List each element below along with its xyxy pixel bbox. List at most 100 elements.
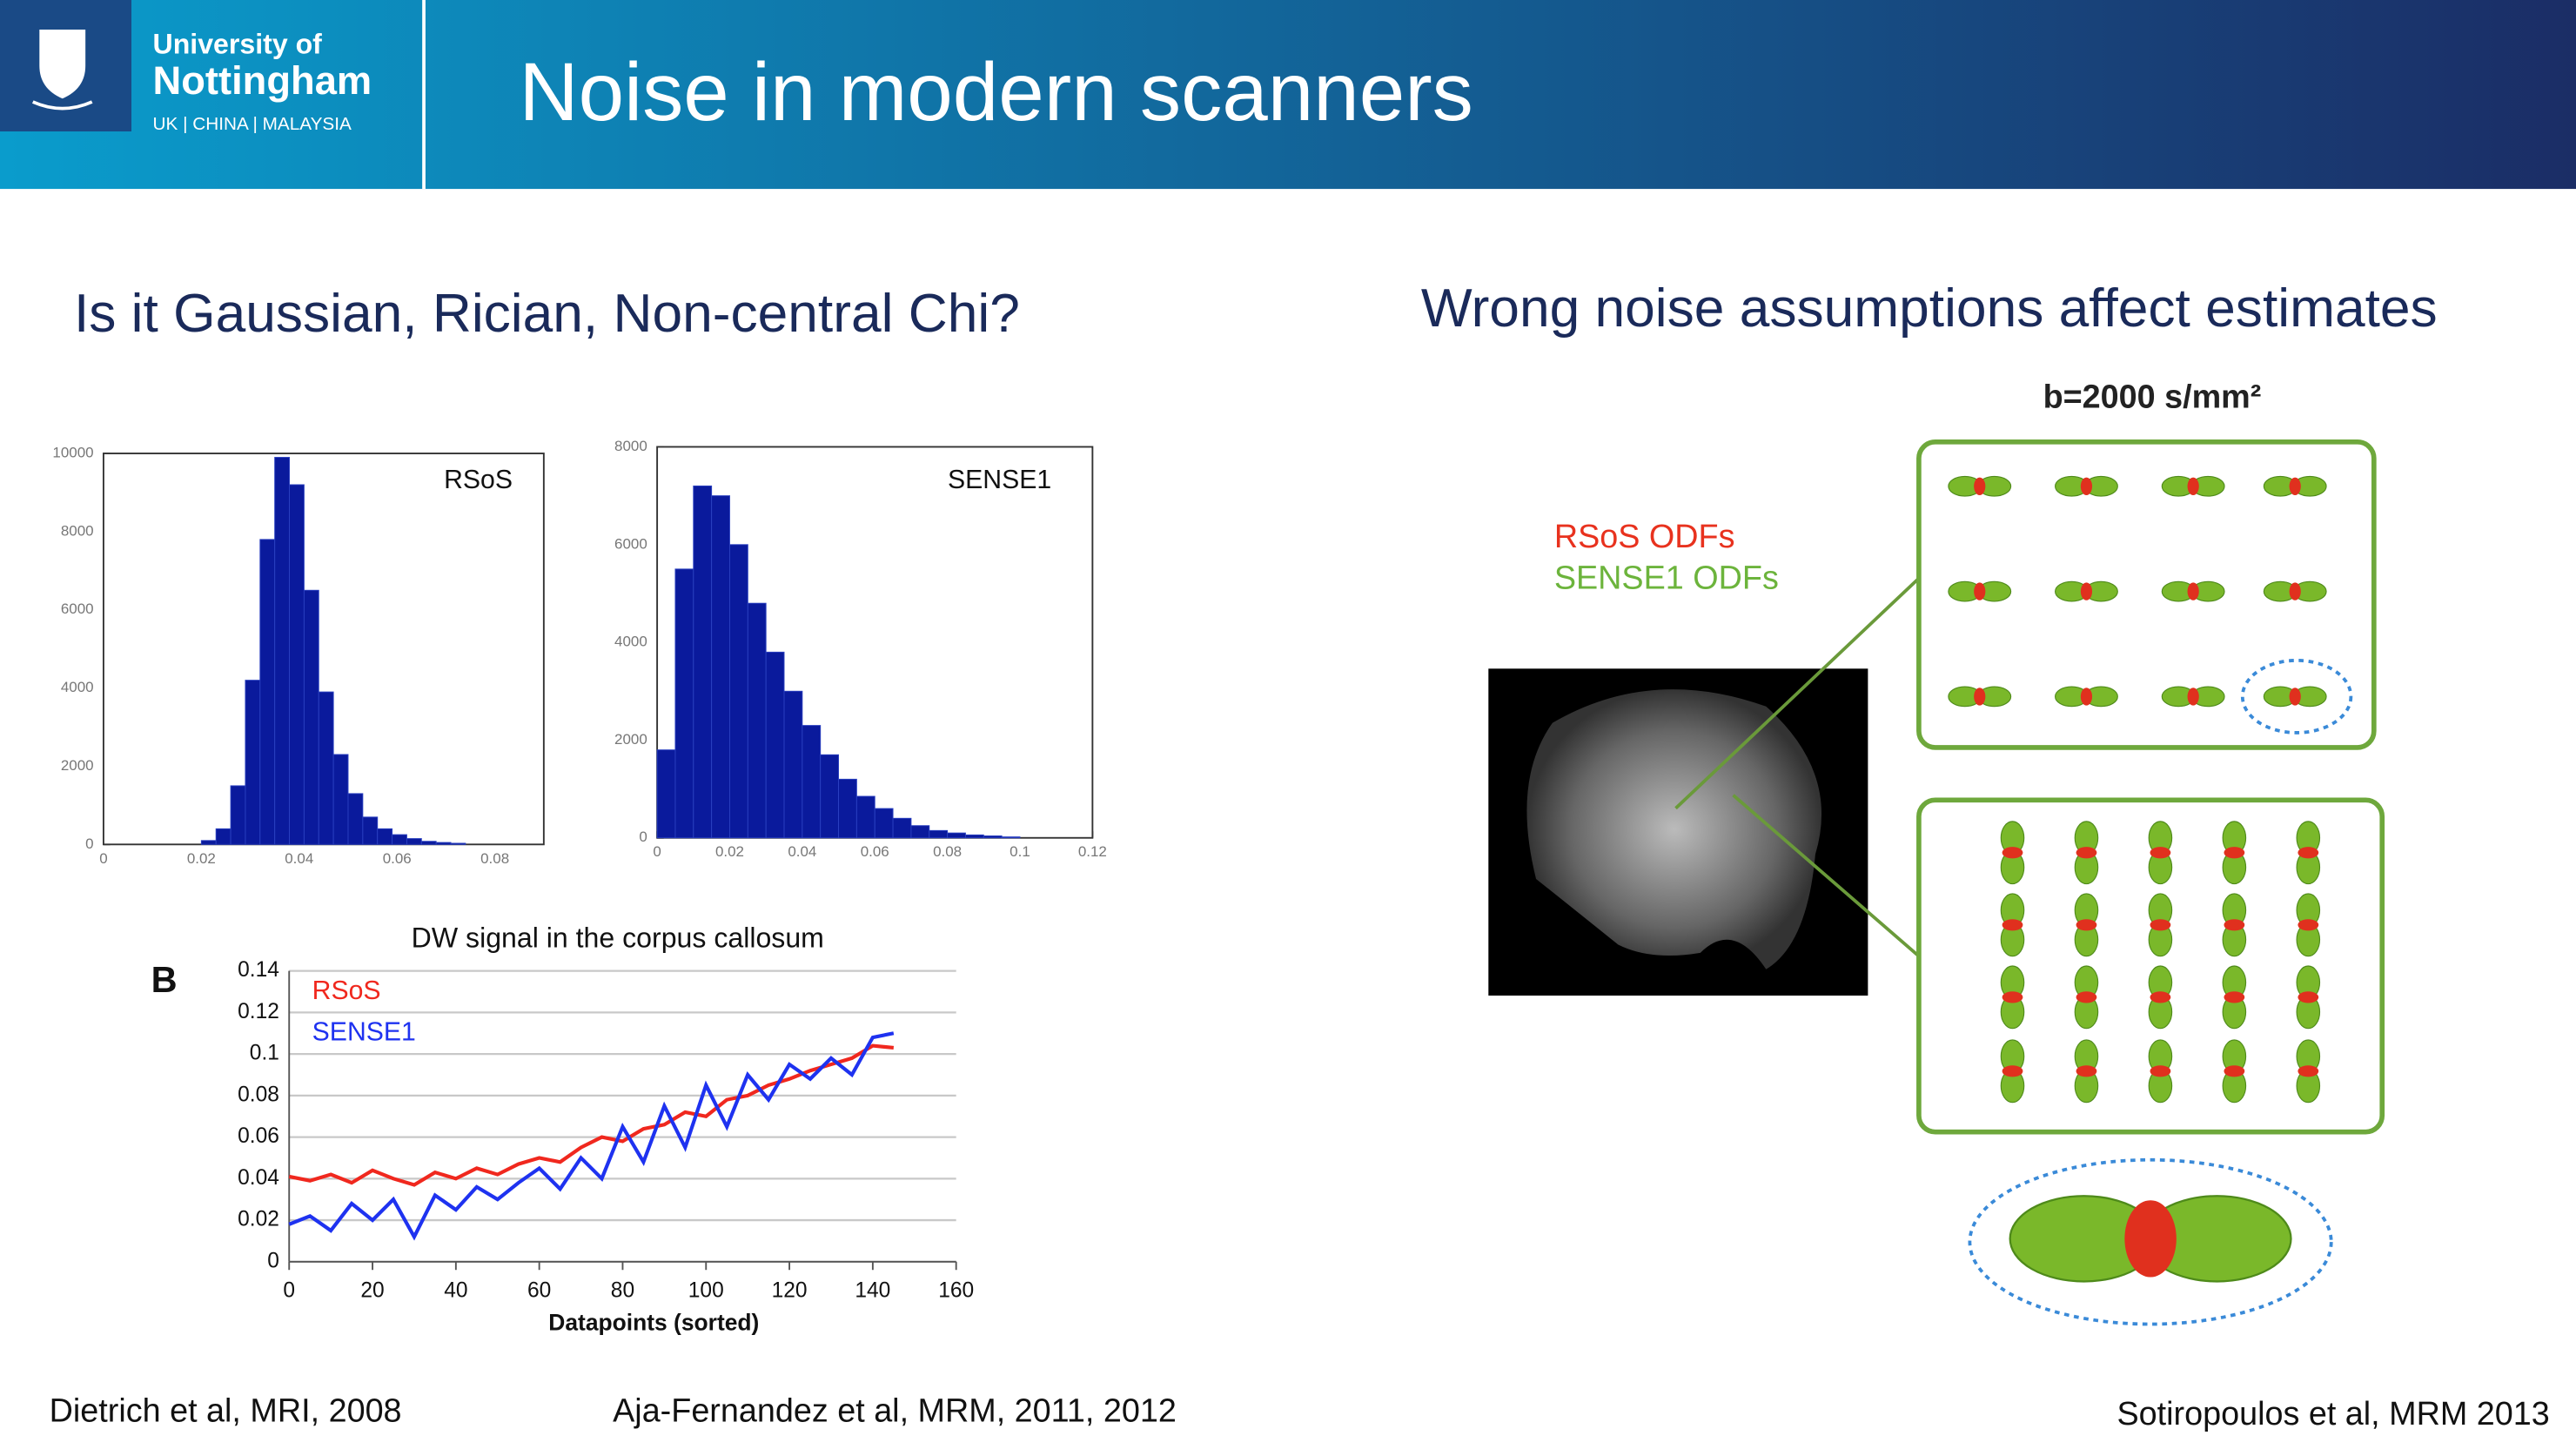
histogram-bar <box>910 825 930 839</box>
odf-core <box>2124 1200 2177 1278</box>
x-tick-label: 0 <box>653 843 661 860</box>
x-tick-label: 0.04 <box>788 843 816 860</box>
odf-core <box>2289 582 2301 600</box>
y-tick-label: 4000 <box>61 679 94 695</box>
odf-box <box>1916 439 2377 750</box>
odf-core <box>1974 688 1986 706</box>
b-value: b=2000 s/mm² <box>2043 379 2262 415</box>
line-series <box>288 1043 895 1187</box>
odf-core <box>2298 1065 2319 1077</box>
x-axis-label: Datapoints (sorted) <box>548 1310 759 1336</box>
zoom-ellipse <box>1968 1157 2333 1326</box>
odf-box <box>1916 797 2385 1135</box>
right-heading: Wrong noise assumptions affect estimates <box>1421 278 2438 339</box>
odf-core <box>1974 582 1986 600</box>
x-tick-label: 0.1 <box>1010 843 1030 860</box>
odf-core <box>2224 847 2245 859</box>
odf-core <box>2076 919 2097 931</box>
histogram-bar <box>332 754 349 845</box>
odf-core <box>2224 1065 2245 1077</box>
odf-core <box>2298 991 2319 1003</box>
histogram-bar <box>892 817 912 839</box>
odf-core <box>2080 582 2093 600</box>
logo-wave <box>31 100 93 111</box>
histogram-bar <box>406 838 422 845</box>
histogram-label: RSoS <box>444 466 513 494</box>
y-tick-label: 0 <box>85 835 93 852</box>
histogram-bar <box>783 690 803 839</box>
x-tick-label: 20 <box>360 1278 384 1302</box>
histogram-bar <box>392 834 407 845</box>
histogram-bar <box>674 568 694 839</box>
x-tick-label: 0 <box>99 850 107 867</box>
odf-core <box>2080 477 2093 495</box>
y-tick-label: 0.04 <box>238 1166 279 1190</box>
histogram-bar <box>259 539 276 845</box>
histogram-bar <box>450 842 466 845</box>
histogram-bar <box>362 816 379 845</box>
odf-core <box>2289 688 2301 706</box>
histogram-bar <box>838 778 857 839</box>
odf-core <box>2224 919 2245 931</box>
campuses: UK | CHINA | MALAYSIA <box>153 114 352 134</box>
histogram-bar <box>964 834 984 839</box>
chart-title: DW signal in the corpus callosum <box>412 922 824 953</box>
highlight <box>2240 658 2353 735</box>
odf-core <box>2076 991 2097 1003</box>
x-tick-label: 100 <box>688 1278 724 1302</box>
x-tick-label: 80 <box>611 1278 634 1302</box>
legend-rsos: RSoS ODFs <box>1554 518 1735 554</box>
histogram-bar <box>874 808 894 839</box>
y-tick-label: 0.08 <box>238 1083 279 1106</box>
histogram-bar <box>765 651 785 839</box>
histogram-bar <box>729 544 748 839</box>
histogram-bar <box>947 832 966 839</box>
x-tick-label: 0.02 <box>187 850 216 867</box>
histogram-bar <box>435 842 452 845</box>
legend-entry: RSoS <box>312 976 381 1005</box>
x-tick-label: 40 <box>444 1278 467 1302</box>
histogram-bar <box>303 589 319 845</box>
histogram-bar <box>711 495 730 839</box>
x-tick-label: 60 <box>527 1278 551 1302</box>
y-tick-label: 0.02 <box>238 1208 279 1231</box>
odf-core <box>2298 919 2319 931</box>
citation: Dietrich et al, MRI, 2008 <box>50 1392 402 1428</box>
line-series <box>288 1031 895 1241</box>
y-tick-label: 0.14 <box>238 958 279 982</box>
y-tick-label: 0.06 <box>238 1124 279 1148</box>
odf-core <box>2002 919 2023 931</box>
x-tick-label: 120 <box>772 1278 808 1302</box>
y-tick-label: 0 <box>267 1249 279 1272</box>
histogram-bar <box>289 484 305 845</box>
charts: 020004000600080001000000.020.040.060.08A… <box>52 438 1106 1336</box>
odf-core <box>1974 477 1986 495</box>
y-tick-label: 8000 <box>61 522 94 539</box>
x-tick-label: 0.06 <box>861 843 889 860</box>
y-tick-label: 0.12 <box>238 1000 279 1023</box>
histogram-label: SENSE1 <box>948 466 1051 494</box>
histogram-bar <box>215 828 231 845</box>
odf-core <box>2187 582 2199 600</box>
citation: Aja-Fernandez et al, MRM, 2011, 2012 <box>613 1392 1177 1428</box>
histogram-bar <box>377 828 393 845</box>
citation: Sotiropoulos et al, MRM 2013 <box>2116 1395 2549 1432</box>
histogram-bar <box>802 725 822 839</box>
header-bar <box>0 0 2576 190</box>
histogram-bar <box>1001 836 1021 839</box>
odf-core <box>2298 847 2319 859</box>
x-tick-label: 0.02 <box>715 843 744 860</box>
odf-core <box>2150 847 2171 859</box>
y-tick-label: 4000 <box>614 634 647 650</box>
zoom-line <box>1674 577 1921 810</box>
legend-sense1: SENSE1 ODFs <box>1554 559 1779 595</box>
odf-core <box>2150 919 2171 931</box>
x-tick-label: 0.06 <box>383 850 412 867</box>
histogram-bar <box>820 754 840 839</box>
odf-core <box>2150 991 2171 1003</box>
y-tick-label: 2000 <box>614 731 647 748</box>
left-heading: Is it Gaussian, Rician, Non-central Chi? <box>74 284 1020 344</box>
histogram-bar <box>230 785 246 845</box>
